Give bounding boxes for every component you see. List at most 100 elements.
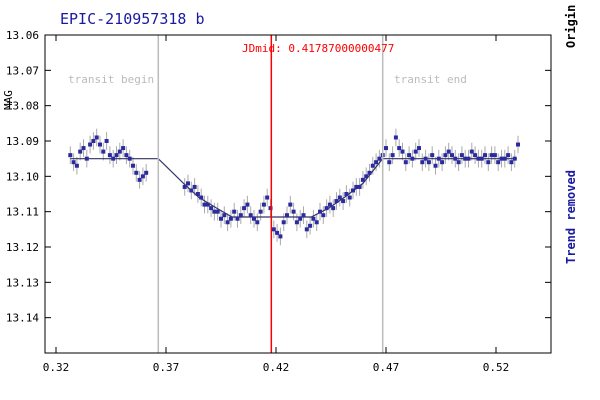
data-point bbox=[492, 153, 497, 158]
jd-mid-label: JDmid: 0.41787000000477 bbox=[242, 42, 394, 55]
data-point bbox=[327, 202, 332, 207]
data-point bbox=[463, 156, 468, 161]
data-point bbox=[68, 153, 73, 158]
data-point bbox=[261, 202, 266, 207]
data-point bbox=[516, 142, 520, 147]
data-point bbox=[486, 160, 491, 165]
data-point bbox=[268, 206, 273, 211]
data-point bbox=[430, 153, 435, 158]
data-point bbox=[271, 227, 276, 232]
trend-removed-label: Trend removed bbox=[564, 170, 578, 264]
data-point bbox=[311, 216, 316, 221]
data-point bbox=[360, 177, 365, 182]
data-point bbox=[294, 220, 299, 225]
data-point bbox=[186, 181, 190, 186]
data-point bbox=[469, 149, 474, 154]
data-point bbox=[393, 135, 398, 140]
data-point bbox=[111, 156, 116, 161]
x-tick-label: 0.42 bbox=[263, 361, 290, 374]
data-point bbox=[347, 195, 352, 200]
plot-frame bbox=[44, 34, 552, 354]
data-point bbox=[219, 216, 223, 221]
transit-end-label: transit end bbox=[394, 73, 467, 86]
data-point bbox=[199, 195, 204, 200]
y-tick-label: 13.13 bbox=[6, 276, 39, 289]
data-point bbox=[124, 153, 129, 158]
data-point bbox=[413, 149, 418, 154]
data-point bbox=[420, 160, 425, 165]
data-point bbox=[331, 206, 336, 211]
data-point bbox=[137, 177, 142, 182]
data-point bbox=[121, 146, 126, 151]
data-point bbox=[479, 156, 484, 161]
data-point bbox=[252, 216, 256, 221]
data-point bbox=[228, 216, 233, 221]
data-point bbox=[189, 188, 194, 193]
data-point bbox=[88, 142, 93, 147]
data-point bbox=[387, 160, 392, 165]
data-point bbox=[107, 153, 112, 158]
data-point bbox=[321, 213, 326, 218]
y-tick-label: 13.09 bbox=[6, 135, 39, 148]
data-point bbox=[98, 142, 102, 147]
data-point bbox=[275, 230, 280, 235]
data-point bbox=[324, 206, 329, 211]
data-point bbox=[127, 156, 132, 161]
data-point bbox=[238, 213, 243, 218]
y-tick-label: 13.14 bbox=[6, 312, 39, 325]
data-point bbox=[71, 160, 76, 165]
data-point bbox=[242, 206, 247, 211]
data-point bbox=[446, 149, 451, 154]
data-point bbox=[144, 170, 149, 175]
data-point bbox=[489, 153, 494, 158]
data-point bbox=[351, 188, 355, 193]
data-point bbox=[436, 156, 441, 161]
y-axis-label: MAG bbox=[2, 90, 15, 110]
data-point bbox=[134, 170, 139, 175]
data-point bbox=[337, 195, 342, 200]
data-point bbox=[374, 160, 379, 165]
x-tick-label: 0.32 bbox=[43, 361, 70, 374]
transit-begin-label: transit begin bbox=[68, 73, 154, 86]
data-point bbox=[440, 160, 445, 165]
data-point bbox=[344, 192, 349, 196]
data-point bbox=[255, 220, 260, 225]
data-point bbox=[466, 156, 471, 161]
y-tick-label: 13.11 bbox=[6, 206, 39, 219]
data-point bbox=[291, 209, 296, 214]
data-point bbox=[456, 160, 461, 165]
data-point bbox=[258, 209, 263, 214]
data-point bbox=[232, 209, 237, 214]
data-point bbox=[104, 139, 109, 143]
data-point bbox=[354, 184, 359, 189]
data-point bbox=[301, 213, 306, 218]
data-point bbox=[423, 156, 428, 161]
data-point bbox=[94, 135, 99, 140]
data-points bbox=[68, 135, 520, 239]
data-point bbox=[74, 163, 79, 168]
data-point bbox=[235, 216, 240, 221]
data-point bbox=[509, 160, 514, 165]
y-tick-label: 13.10 bbox=[6, 170, 39, 183]
data-point bbox=[417, 146, 421, 151]
data-point bbox=[101, 149, 106, 154]
data-point bbox=[433, 163, 438, 168]
chart-title: EPIC-210957318 b bbox=[60, 10, 205, 28]
data-point bbox=[245, 202, 250, 207]
data-point bbox=[298, 216, 303, 221]
data-point bbox=[370, 163, 375, 168]
data-point bbox=[215, 209, 220, 214]
origin-label: Origin bbox=[564, 5, 578, 48]
data-point bbox=[265, 195, 270, 200]
data-point bbox=[91, 139, 96, 143]
data-point bbox=[131, 163, 135, 168]
y-axis: 13.06 13.07 13.08 13.09 13.10 13.11 13.12 13.13… bbox=[6, 29, 551, 325]
data-point bbox=[502, 156, 507, 161]
data-point bbox=[334, 199, 339, 204]
data-point bbox=[473, 153, 478, 158]
data-point bbox=[367, 170, 372, 175]
data-point bbox=[459, 153, 464, 158]
data-point bbox=[192, 184, 197, 189]
data-point bbox=[205, 202, 210, 207]
data-point bbox=[209, 206, 214, 211]
